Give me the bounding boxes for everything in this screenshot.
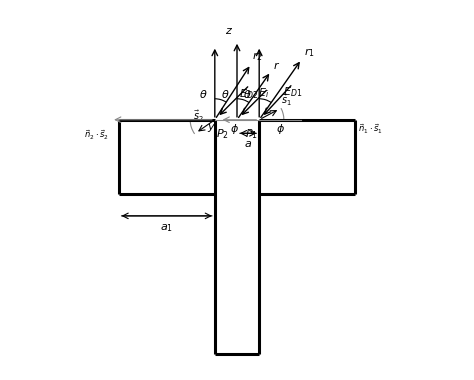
Text: $\vec{n}_1 \cdot \vec{s}_1$: $\vec{n}_1 \cdot \vec{s}_1$ bbox=[358, 122, 383, 136]
Text: $E_{D2}$: $E_{D2}$ bbox=[239, 87, 258, 101]
Text: $r_2$: $r_2$ bbox=[252, 50, 263, 63]
Text: $\vec{s}_2$: $\vec{s}_2$ bbox=[193, 109, 204, 124]
Text: $\phi$: $\phi$ bbox=[276, 122, 285, 136]
Text: $\theta$: $\theta$ bbox=[243, 87, 252, 100]
Text: $r_1$: $r_1$ bbox=[304, 46, 315, 59]
Text: $a_1$: $a_1$ bbox=[160, 222, 173, 234]
Text: $\phi$: $\phi$ bbox=[229, 122, 238, 136]
Text: $z$: $z$ bbox=[225, 26, 233, 36]
Text: $P_1$: $P_1$ bbox=[245, 127, 258, 141]
Text: $\theta$: $\theta$ bbox=[199, 87, 208, 100]
Text: $y$: $y$ bbox=[207, 122, 216, 134]
Text: $\vec{n}_2 \cdot \vec{s}_2$: $\vec{n}_2 \cdot \vec{s}_2$ bbox=[84, 128, 109, 142]
Text: $r$: $r$ bbox=[273, 60, 281, 71]
Text: $\vec{s}_1$: $\vec{s}_1$ bbox=[281, 92, 292, 108]
Text: $\theta$: $\theta$ bbox=[221, 87, 229, 100]
Text: $a$: $a$ bbox=[244, 139, 252, 149]
Text: $E_i$: $E_i$ bbox=[258, 86, 269, 100]
Text: $P_2$: $P_2$ bbox=[216, 127, 229, 141]
Text: $E_{D1}$: $E_{D1}$ bbox=[283, 85, 302, 99]
